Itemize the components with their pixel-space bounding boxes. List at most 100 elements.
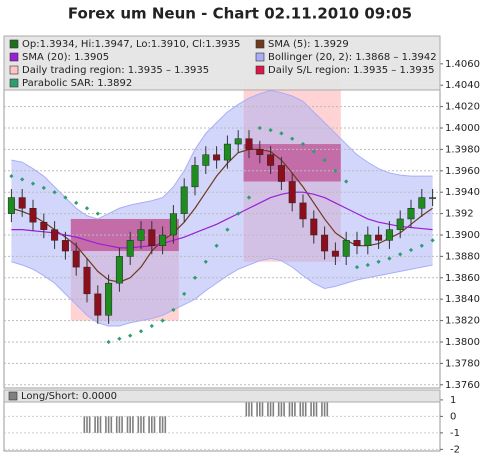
sar-dot: [376, 259, 381, 264]
legend-label: Op:1.3934, Hi:1.3947, Lo:1.3910, Cl:1.39…: [22, 39, 240, 50]
sar-dot: [52, 190, 57, 195]
sar-dot: [300, 141, 306, 147]
sar-dot: [30, 181, 36, 186]
y-tick-label: 1.3960: [445, 166, 480, 177]
candle-body: [213, 154, 221, 161]
candle-body: [310, 218, 318, 236]
candle-body: [137, 229, 145, 241]
candle-body: [202, 154, 210, 166]
y-tick-label: 1.3900: [445, 230, 480, 241]
sar-dot: [20, 177, 25, 182]
y-tick-label: 1.4020: [445, 102, 480, 113]
y-tick-label: 1.3940: [445, 187, 480, 198]
y-tick-label: -1: [450, 428, 460, 439]
sar-dot: [84, 206, 90, 211]
y-tick-label: 1.3880: [445, 251, 480, 262]
candle-body: [299, 202, 307, 220]
sar-dot: [290, 136, 295, 141]
line: [11, 148, 433, 283]
sar-dot: [128, 333, 133, 338]
candle-body: [256, 149, 264, 156]
line: [11, 191, 433, 249]
y-tick-label: 1.4060: [445, 59, 480, 70]
candle-body: [61, 240, 69, 252]
sar-dot: [225, 227, 230, 232]
candle-body: [277, 165, 285, 182]
y-tick-label: 1.3980: [445, 144, 480, 155]
candle-body: [94, 293, 102, 316]
sar-dot: [41, 185, 46, 191]
sar-dot: [279, 131, 284, 136]
candle-body: [429, 197, 437, 199]
candle-body: [180, 186, 188, 214]
candle-body: [29, 208, 37, 223]
sar-dot: [214, 243, 219, 248]
y-tick-label: 1.4040: [445, 80, 480, 91]
legend-swatch: [9, 39, 19, 49]
sar-dot: [387, 256, 392, 261]
legend-box: [3, 35, 441, 91]
candle-body: [375, 234, 383, 241]
candle-body: [353, 240, 361, 246]
y-tick-label: 1.3800: [445, 337, 480, 348]
sar-dot: [236, 211, 241, 216]
legend-swatch: [255, 52, 265, 62]
candle-body: [126, 240, 134, 257]
candle-body: [7, 197, 15, 214]
legend-box: [3, 389, 441, 403]
legend-label: Daily trading region: 1.3935 – 1.3935: [22, 65, 209, 76]
candle-body: [364, 234, 372, 246]
candle-body: [159, 234, 167, 246]
y-tick-label: 1.4000: [445, 123, 480, 134]
legend-label: Parabolic SAR: 1.3892: [22, 78, 132, 89]
candle-body: [40, 221, 48, 230]
candle-body: [105, 282, 113, 316]
legend-label: SMA (20): 1.3905: [22, 52, 109, 63]
candle-body: [396, 218, 404, 230]
sar-dot: [171, 307, 176, 313]
legend-label: SMA (5): 1.3929: [268, 39, 349, 50]
legend-swatch: [9, 52, 19, 62]
candle-body: [148, 229, 156, 246]
legend-swatch: [255, 65, 265, 75]
sar-dot: [354, 264, 360, 270]
sar-dot: [149, 323, 154, 329]
sar-dot: [246, 195, 252, 200]
sar-dot: [138, 329, 144, 334]
candle-body: [191, 165, 199, 188]
candle-body: [72, 250, 80, 268]
sar-dot: [365, 262, 370, 268]
chart-title: Forex um Neun - Chart 02.11.2010 09:05: [68, 5, 412, 23]
sar-dot: [268, 128, 273, 133]
candle-body: [51, 229, 59, 241]
candle-body: [418, 197, 426, 209]
candle-body: [245, 138, 253, 150]
y-tick-label: 0: [450, 411, 456, 422]
y-tick-label: 1.3860: [445, 273, 480, 284]
y-tick-label: 1.3840: [445, 294, 480, 305]
candle-body: [18, 197, 26, 209]
sar-dot: [344, 179, 349, 184]
sar-dot: [74, 200, 79, 206]
candle-body: [115, 256, 123, 284]
candle-body: [223, 143, 231, 161]
candle-body: [342, 240, 350, 257]
sar-dot: [398, 252, 403, 257]
sar-dot: [322, 157, 327, 163]
sar-dot: [182, 291, 187, 296]
y-tick-label: 1.392: [445, 209, 474, 220]
sar-dot: [95, 211, 100, 216]
sar-dot: [9, 174, 14, 179]
legend-swatch: [9, 65, 19, 75]
bollinger-line: [11, 90, 433, 220]
sar-dot: [63, 195, 68, 200]
candle-body: [385, 229, 393, 241]
subplot-title: Long/Short: 0.0000: [21, 391, 117, 402]
legend-swatch: [8, 391, 18, 401]
candle-body: [234, 138, 242, 145]
y-tick-label: 1.3820: [445, 316, 480, 327]
y-tick-label: -2: [450, 444, 460, 455]
sar-dot: [408, 247, 414, 253]
sar-dot: [430, 238, 435, 243]
